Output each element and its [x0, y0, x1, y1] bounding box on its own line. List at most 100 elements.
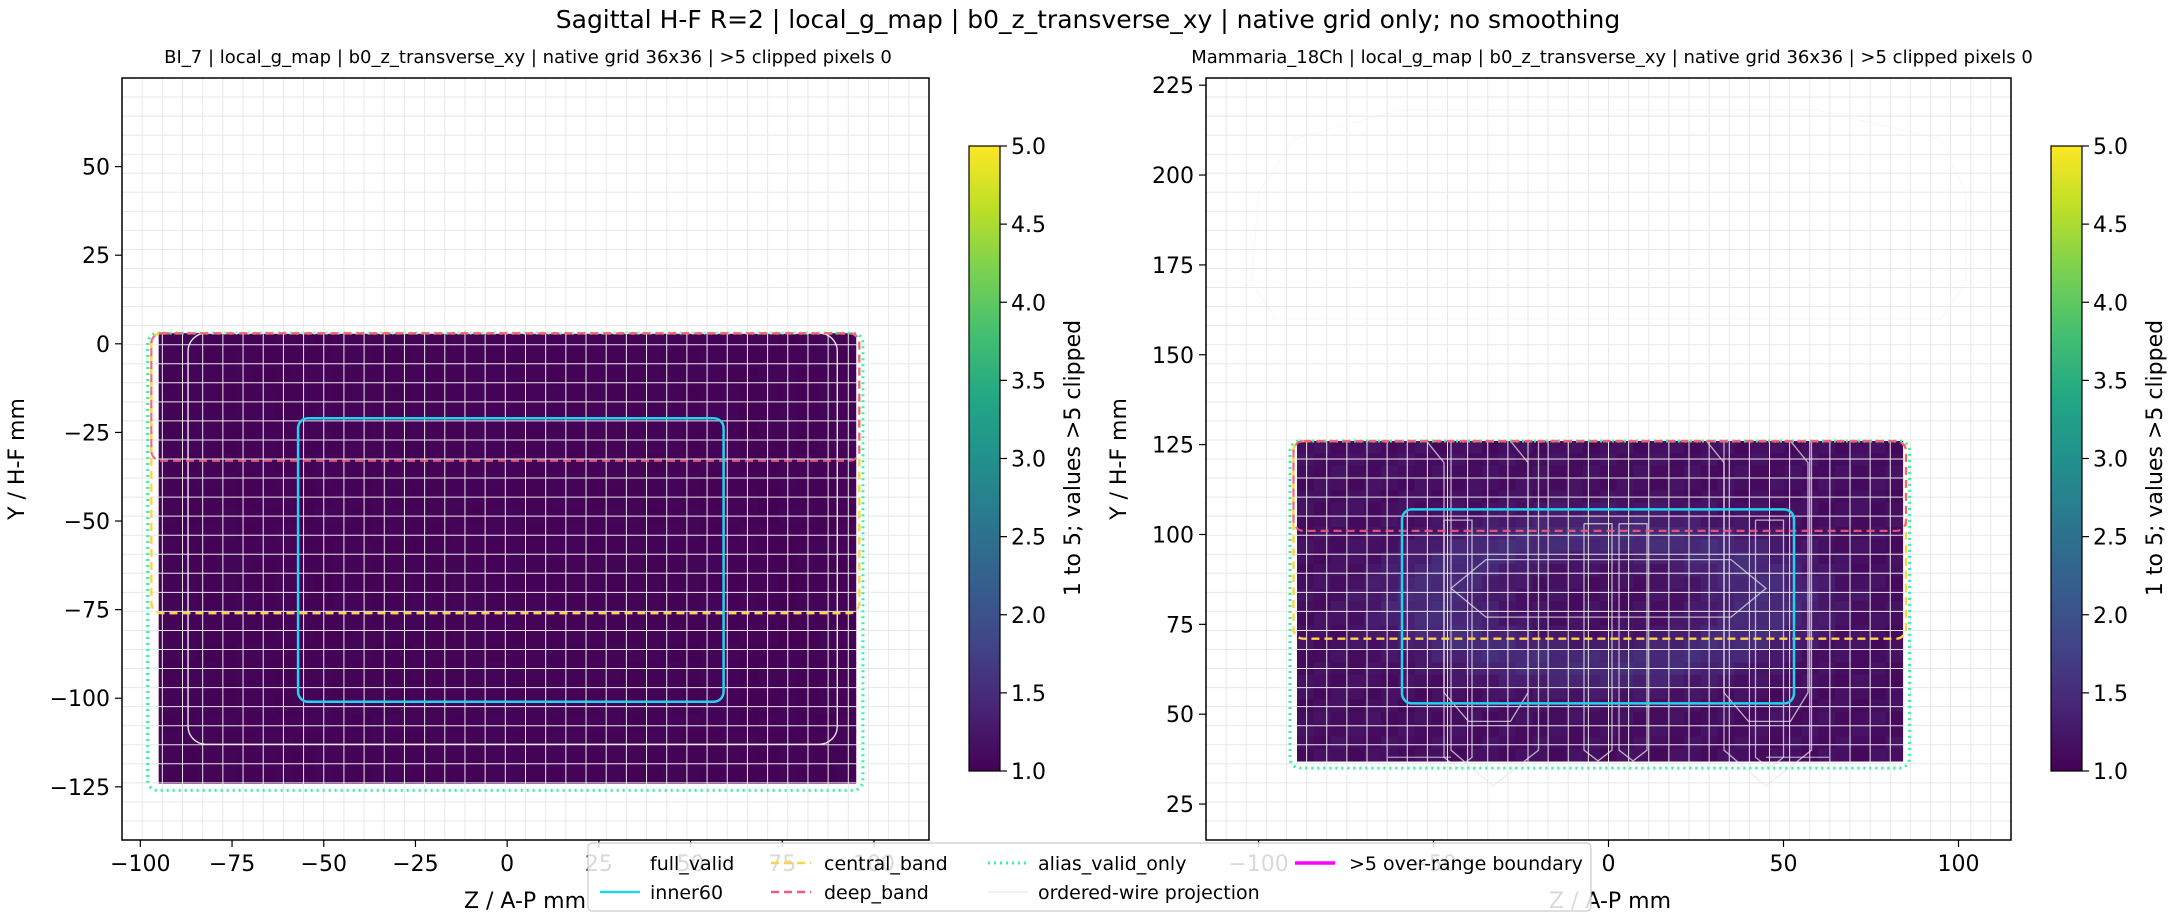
- heatmap-cell: [836, 367, 857, 386]
- heatmap-cell: [1717, 588, 1735, 602]
- y-tick-label: 225: [1152, 74, 1194, 99]
- heatmap-cell: [507, 748, 528, 767]
- heatmap-cell: [1818, 564, 1836, 577]
- heatmap-cell: [836, 506, 857, 525]
- heatmap-cell: [1549, 453, 1567, 467]
- heatmap-cell: [352, 437, 373, 455]
- heatmap-cell: [255, 523, 276, 542]
- heatmap-cell: [1532, 687, 1550, 701]
- heatmap-cell: [1566, 674, 1584, 688]
- heatmap-cell: [274, 679, 295, 698]
- heatmap-cell: [429, 696, 450, 715]
- heatmap-cell: [623, 627, 644, 646]
- heatmap-cell: [1801, 711, 1820, 725]
- heatmap-cell: [158, 696, 179, 715]
- heatmap-cell: [1868, 687, 1887, 701]
- left-x-axis-label: Z / A-P mm: [464, 889, 586, 914]
- heatmap-cell: [1717, 748, 1735, 762]
- heatmap-cell: [371, 488, 392, 507]
- heatmap-cell: [816, 662, 837, 681]
- heatmap-cell: [1616, 453, 1634, 467]
- heatmap-cell: [197, 471, 218, 490]
- heatmap-cell: [758, 367, 779, 386]
- heatmap-cell: [255, 662, 276, 681]
- heatmap-cell: [449, 419, 470, 438]
- heatmap-cell: [642, 731, 663, 750]
- heatmap-cell: [836, 644, 857, 663]
- heatmap-cell: [1397, 748, 1416, 762]
- heatmap-cell: [1835, 613, 1853, 627]
- heatmap-cell: [1616, 674, 1634, 688]
- heatmap-cell: [1835, 687, 1853, 701]
- heatmap-cell: [1465, 613, 1483, 627]
- heatmap-cell: [1313, 699, 1332, 713]
- heatmap-cell: [603, 333, 624, 352]
- heatmap-cell: [1868, 625, 1887, 639]
- heatmap-cell: [545, 765, 566, 784]
- heatmap-cell: [1751, 564, 1769, 577]
- heatmap-cell: [294, 350, 315, 369]
- heatmap-cell: [1801, 453, 1820, 467]
- heatmap-cell: [236, 385, 257, 404]
- heatmap-cell: [1852, 527, 1870, 541]
- heatmap-cell: [1835, 711, 1853, 725]
- heatmap-cell: [216, 333, 237, 352]
- heatmap-cell: [603, 523, 624, 542]
- heatmap-cell: [274, 454, 295, 473]
- heatmap-cell: [1465, 539, 1483, 553]
- heatmap-cell: [1397, 453, 1416, 467]
- heatmap-cell: [1397, 687, 1416, 701]
- heatmap-cell: [1582, 600, 1601, 614]
- heatmap-cell: [816, 610, 837, 629]
- heatmap-cell: [1515, 736, 1534, 750]
- heatmap-cell: [255, 610, 276, 629]
- heatmap-cell: [274, 437, 295, 455]
- heatmap-cell: [1852, 625, 1870, 639]
- heatmap-cell: [507, 454, 528, 473]
- heatmap-cell: [1482, 748, 1500, 762]
- heatmap-cell: [1381, 527, 1399, 541]
- heatmap-cell: [1448, 514, 1466, 528]
- heatmap-cell: [1515, 588, 1534, 602]
- x-tick-label: −50: [301, 852, 347, 877]
- heatmap-cell: [236, 765, 257, 784]
- heatmap-cell: [158, 662, 179, 681]
- heatmap-cell: [1667, 588, 1685, 602]
- heatmap-cell: [1313, 650, 1332, 664]
- colorbar-tick-label: 3.5: [2093, 369, 2128, 394]
- y-tick-label: −125: [50, 776, 110, 801]
- heatmap-cell: [816, 627, 837, 646]
- heatmap-cell: [1633, 748, 1651, 762]
- y-tick-label: −25: [64, 421, 110, 446]
- heatmap-cell: [662, 350, 682, 369]
- heatmap-cell: [410, 679, 431, 698]
- heatmap-cell: [274, 575, 295, 594]
- heatmap-cell: [758, 333, 779, 352]
- heatmap-cell: [468, 471, 489, 490]
- heatmap-cell: [1549, 576, 1567, 590]
- heatmap-cell: [1801, 613, 1820, 627]
- heatmap-cell: [507, 540, 528, 559]
- heatmap-cell: [584, 333, 605, 352]
- heatmap-cell: [1650, 699, 1668, 713]
- heatmap-cell: [507, 696, 528, 715]
- heatmap-cell: [1532, 588, 1550, 602]
- heatmap-cell: [526, 419, 547, 438]
- heatmap-cell: [468, 714, 489, 732]
- heatmap-cell: [1818, 453, 1836, 467]
- heatmap-cell: [487, 748, 508, 767]
- heatmap-cell: [1448, 724, 1466, 737]
- heatmap-cell: [274, 350, 295, 369]
- heatmap-cell: [584, 437, 605, 455]
- heatmap-cell: [1347, 477, 1365, 491]
- heatmap-cell: [1364, 465, 1382, 479]
- left-grid: [121, 77, 930, 841]
- heatmap-cell: [468, 385, 489, 404]
- heatmap-cell: [1482, 551, 1500, 565]
- heatmap-cell: [158, 488, 179, 507]
- heatmap-cell: [700, 714, 721, 732]
- heatmap-cell: [352, 402, 373, 421]
- inner60-contour: [1400, 508, 1796, 705]
- heatmap-cell: [1751, 527, 1769, 541]
- heatmap-cell: [1852, 650, 1870, 664]
